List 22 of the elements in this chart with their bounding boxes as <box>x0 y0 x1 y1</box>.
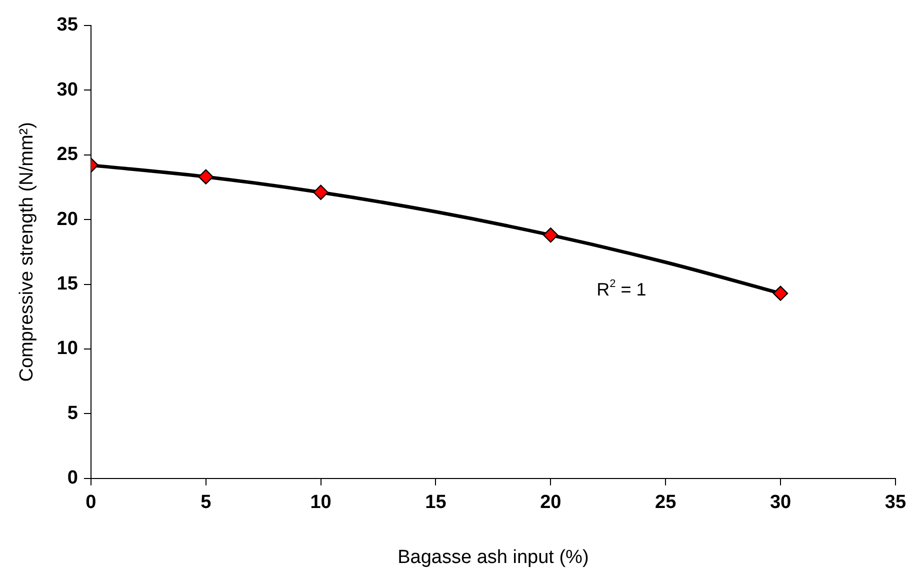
x-tick-label: 20 <box>540 492 562 514</box>
y-tick-label: 0 <box>67 468 78 489</box>
y-tick-label: 15 <box>56 273 78 294</box>
y-axis-title: Compressive strength (N/mm²) <box>16 122 38 382</box>
y-tick-label: 5 <box>67 402 78 424</box>
x-tick-label: 35 <box>884 492 906 514</box>
x-tick-label: 30 <box>770 492 792 514</box>
y-tick-label: 10 <box>56 338 78 360</box>
y-tick-label: 25 <box>56 144 78 166</box>
point <box>313 184 328 200</box>
x-tick-label: 0 <box>86 492 96 514</box>
point <box>772 286 788 301</box>
y-tick-label: 30 <box>56 79 78 100</box>
point <box>543 227 558 243</box>
x-tick-label: 10 <box>310 492 332 514</box>
x-tick-label: 5 <box>200 492 212 514</box>
point <box>198 169 214 184</box>
y-tick-label: 20 <box>56 208 78 230</box>
x-axis-title: Bagasse ash input (%) <box>398 546 589 568</box>
y-tick-label: 35 <box>56 14 78 36</box>
x-tick-label: 15 <box>425 492 447 514</box>
x-tick-label: 25 <box>655 492 677 514</box>
